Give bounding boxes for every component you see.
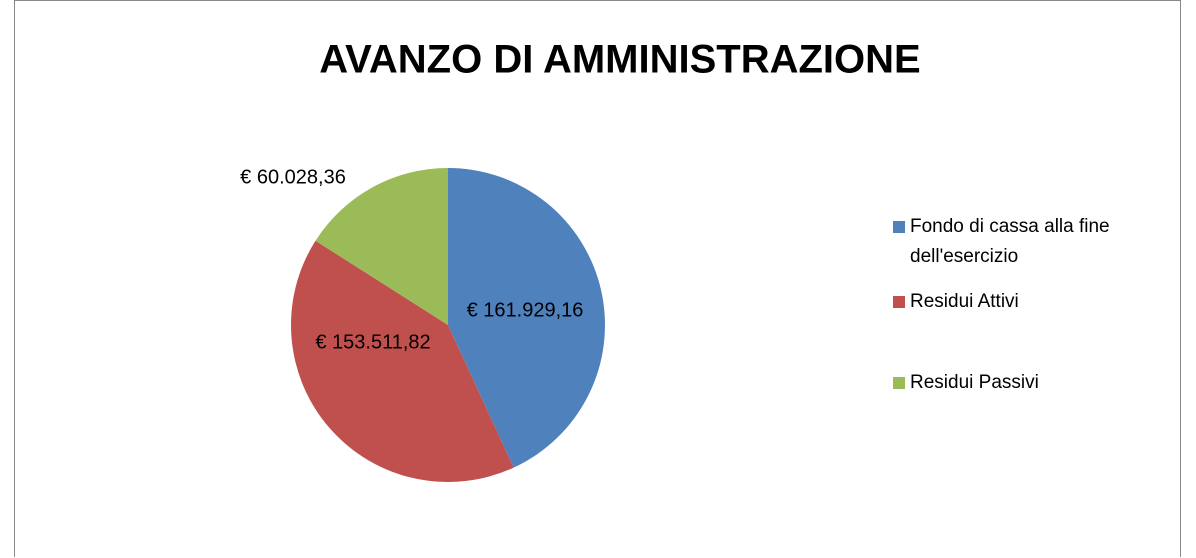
pie-slice — [291, 240, 514, 482]
pie-slice — [315, 168, 448, 325]
pie-slice — [448, 168, 605, 468]
legend-swatch — [893, 221, 905, 233]
chart-frame — [14, 0, 1181, 557]
data-label: € 153.511,82 — [315, 331, 430, 353]
legend-item: Residui Attivi — [893, 287, 1183, 317]
legend-swatch — [893, 296, 905, 308]
legend-swatch — [893, 377, 905, 389]
legend-item: Fondo di cassa alla fine dell'esercizio — [893, 212, 1183, 272]
data-label: € 60.028,36 — [240, 166, 346, 188]
legend-label: Residui Attivi — [910, 291, 1019, 312]
legend-item: Residui Passivi — [893, 368, 1183, 398]
legend-label: Fondo di cassa alla fine dell'esercizio — [910, 216, 1110, 267]
data-label: € 161.929,16 — [467, 299, 584, 321]
legend-label: Residui Passivi — [910, 372, 1039, 393]
chart-title: AVANZO DI AMMINISTRAZIONE — [319, 38, 920, 82]
